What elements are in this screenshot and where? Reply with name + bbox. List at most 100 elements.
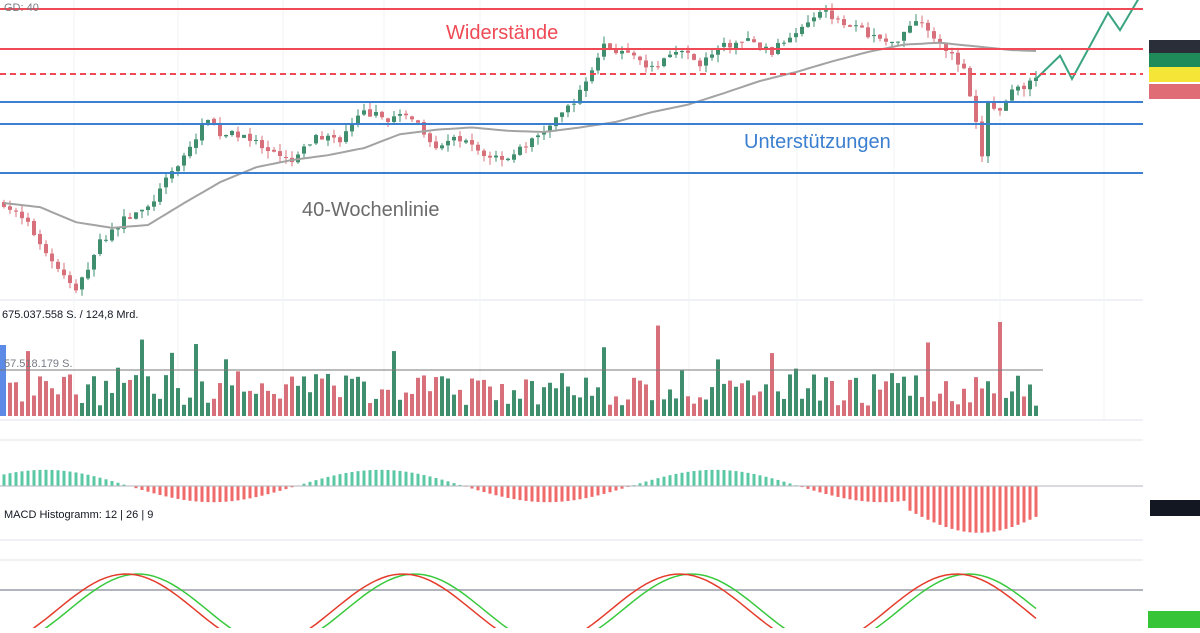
macd-bar [45, 470, 48, 486]
volume-bar [152, 394, 156, 416]
candle-body [104, 240, 108, 241]
macd-bar [69, 472, 72, 486]
candle-body [806, 22, 810, 26]
candle-body [788, 38, 792, 43]
macd-bar [819, 486, 822, 492]
volume-bar [548, 383, 552, 416]
volume-bar [314, 374, 318, 416]
candle-body [254, 140, 258, 141]
candle-body [632, 53, 636, 56]
candle-body [626, 50, 630, 52]
macd-bar [1035, 486, 1038, 517]
volume-bar [686, 396, 690, 416]
volume-bar [278, 399, 282, 416]
volume-bar [554, 388, 558, 416]
volume-bar [146, 376, 150, 416]
volume-bar [32, 396, 36, 416]
macd-bar [477, 486, 480, 490]
macd-bar [591, 486, 594, 497]
candle-body [452, 137, 456, 140]
volume-bar [920, 397, 924, 416]
candle-body [638, 57, 642, 61]
candle-body [158, 189, 162, 202]
candle-body [362, 110, 366, 114]
macd-bar [1011, 486, 1014, 527]
candle-body [242, 135, 246, 138]
volume-bar [440, 376, 444, 416]
volume-bar [848, 380, 852, 416]
candle-body [950, 52, 954, 53]
volume-bar [362, 382, 366, 416]
macd-bar [201, 486, 204, 502]
macd-bar [537, 486, 540, 502]
macd-bar [93, 476, 96, 486]
macd-bar [897, 486, 900, 501]
macd-bar [63, 471, 66, 486]
volume-bar [446, 379, 450, 416]
volume-bar [650, 400, 654, 416]
macd-bar [945, 486, 948, 527]
macd-bar [909, 486, 912, 511]
candle-body [218, 125, 222, 137]
macd-bar [783, 482, 786, 486]
volume-bar [632, 378, 636, 416]
volume-bar [74, 394, 78, 416]
candle-body [506, 159, 510, 160]
candle-body [620, 51, 624, 54]
candle-body [44, 244, 48, 253]
macd-bar [915, 486, 918, 514]
volume-bar [350, 379, 354, 416]
volume-bar [1016, 376, 1020, 416]
macd-bar [381, 470, 384, 486]
candle-body [980, 121, 984, 156]
price-tag-box [1149, 67, 1200, 82]
macd-bar [933, 486, 936, 522]
macd-bar [441, 480, 444, 486]
candle-body [188, 147, 192, 156]
macd-bar [687, 472, 690, 486]
volume-bar [926, 342, 930, 416]
volume-bar [134, 375, 138, 416]
candle-body [704, 57, 708, 65]
candle-body [746, 38, 750, 41]
macd-bar [555, 486, 558, 502]
macd-bar [519, 486, 522, 500]
volume-bar [68, 374, 72, 416]
volume-bar [662, 399, 666, 416]
candle-body [410, 116, 414, 119]
volume-bar [644, 384, 648, 416]
volume-bar [272, 394, 276, 416]
candle-body [740, 42, 744, 43]
candle-body [674, 52, 678, 55]
macd-bar [339, 474, 342, 486]
macd-bar [765, 477, 768, 486]
volume-bar [614, 396, 618, 416]
macd-bar [243, 486, 246, 499]
candle-body [404, 114, 408, 116]
macd-bar [267, 486, 270, 494]
candle-body [140, 210, 144, 212]
volume-bar [176, 388, 180, 416]
macd-bar [969, 486, 972, 532]
macd-bar [885, 486, 888, 502]
volume-bar [410, 394, 414, 416]
macd-bar [429, 476, 432, 486]
volume-bar [188, 398, 192, 416]
volume-bar [986, 381, 990, 416]
candle-body [428, 133, 432, 142]
volume-bar [698, 397, 702, 416]
macd-bar [837, 486, 840, 497]
candle-body [476, 145, 480, 151]
volume-bar [392, 351, 396, 416]
candle-body [152, 201, 156, 206]
candle-body [596, 58, 600, 71]
resistance-annotation: Widerstände [446, 22, 558, 44]
macd-bar [861, 486, 864, 501]
macd-bar [771, 478, 774, 486]
macd-bar [951, 486, 954, 529]
candle-body [668, 55, 672, 57]
candle-body [470, 140, 474, 145]
candle-body [536, 135, 540, 137]
candle-body [698, 61, 702, 67]
volume-bar [998, 322, 1002, 416]
